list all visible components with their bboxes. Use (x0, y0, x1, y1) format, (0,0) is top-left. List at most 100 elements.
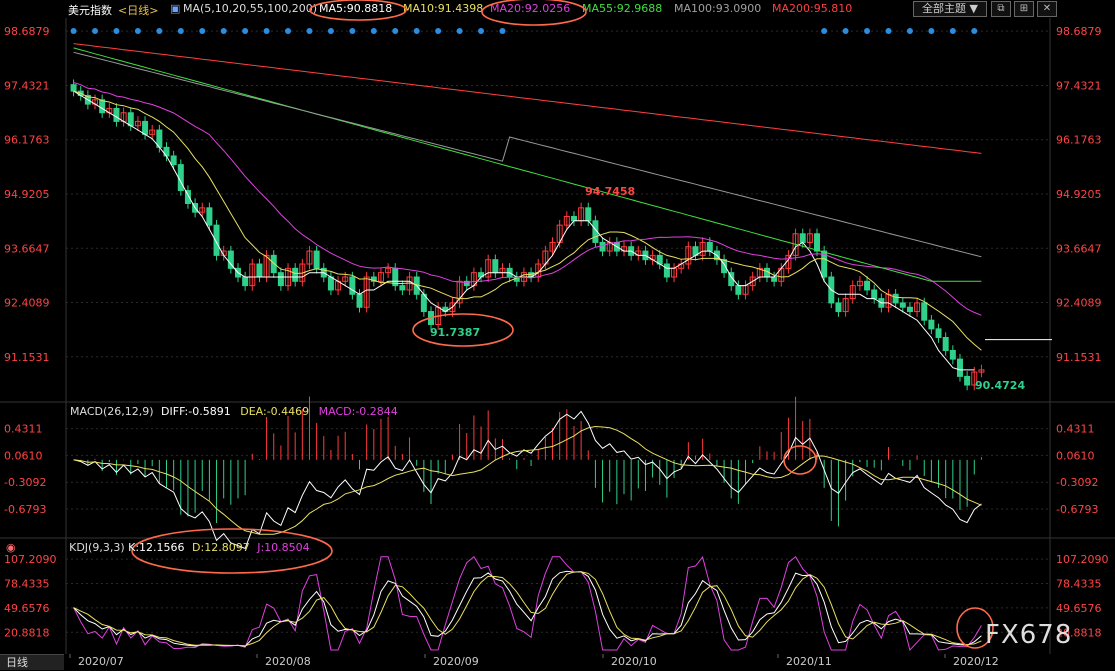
period-label[interactable]: <日线> (118, 4, 159, 17)
signal-dot (906, 28, 913, 34)
price-tick-label-right: 92.4089 (1056, 297, 1102, 310)
price-tick-label-right: 91.1531 (1056, 351, 1102, 364)
candle-body (277, 272, 284, 287)
macd-panel (66, 396, 1050, 550)
kdj-header: ◉ KDJ(9,3,3) K:12.1566 D:12.8097 J:10.85… (6, 541, 310, 554)
signal-dot (864, 28, 871, 34)
candle-body (70, 84, 77, 92)
candle-body (327, 276, 334, 291)
signal-dot (413, 28, 420, 34)
watermark-logo: FX678 (985, 620, 1073, 650)
macd-tick-label-right: -0.6793 (1056, 503, 1098, 516)
restore-icon[interactable]: ⧉ (991, 1, 1011, 17)
ma200-line (73, 43, 982, 154)
candle-body (914, 302, 921, 313)
x-tick-label: 2020/12 (953, 655, 999, 668)
signal-dot (456, 28, 463, 34)
candle-body (206, 207, 213, 226)
candle-body (127, 112, 134, 127)
signal-dot (842, 28, 849, 34)
candle-body (227, 250, 234, 269)
kdj-tick-label-right: 49.6576 (1056, 602, 1102, 615)
candle-body (184, 190, 191, 205)
kdj-tick-label-left: 107.2090 (4, 553, 57, 566)
candle-body (363, 276, 370, 308)
candle-body (942, 336, 949, 351)
x-tick-label: 2020/07 (78, 655, 124, 668)
macd-tick-label-left: -0.3092 (4, 476, 46, 489)
candle-body (492, 259, 499, 274)
price-tick-label-left: 96.1763 (4, 134, 50, 147)
signal-dot (821, 28, 828, 34)
signal-dot (392, 28, 399, 34)
ma20-line (73, 82, 982, 316)
signal-dot (928, 28, 935, 34)
draw-tool-icon[interactable]: ⊞ (1014, 1, 1034, 17)
candle-body (892, 293, 899, 304)
candle-body (785, 254, 792, 269)
macd-dea: DEA:-0.4469 (240, 405, 310, 418)
tab-daily[interactable]: 日线 (0, 654, 64, 670)
candle-body (706, 241, 713, 252)
candle-body (256, 263, 263, 278)
candle-body (449, 302, 456, 313)
close-icon[interactable]: ✕ (1037, 1, 1057, 17)
kdj-tick-label-right: 78.4335 (1056, 577, 1102, 590)
candle-body (170, 155, 177, 166)
kdj-params: KDJ(9,3,3) (69, 541, 125, 554)
signal-dot (113, 28, 120, 34)
ma20-value: MA20:92.0256 (490, 2, 571, 15)
signal-dot (156, 28, 163, 34)
kdj-tick-label-right: 107.2090 (1056, 553, 1109, 566)
kdj-settings-icon[interactable]: ◉ (6, 541, 16, 554)
kdj-d: D:12.8097 (192, 541, 250, 554)
theme-dropdown[interactable]: 全部主题 ▼ (913, 1, 987, 17)
macd-dea-line (73, 425, 982, 535)
candle-body (134, 120, 141, 127)
kdj-tick-label-right: 20.8818 (1056, 626, 1102, 639)
signal-dot (478, 28, 485, 34)
candle-body (249, 263, 256, 287)
candle-body (149, 129, 156, 135)
signal-dot (199, 28, 206, 34)
macd-diff: DIFF:-0.5891 (161, 405, 231, 418)
price-tick-label-left: 94.9205 (4, 188, 50, 201)
candle-body (163, 146, 170, 157)
candle-body (585, 207, 592, 222)
kdj-k: K:12.1566 (128, 541, 185, 554)
ma5-value: MA5:90.8818 (319, 2, 393, 15)
candle-body (313, 250, 320, 269)
signal-dot (499, 28, 506, 34)
kdj-panel (66, 555, 1050, 652)
theme-label: 全部主题 (922, 2, 967, 15)
candle-body (270, 254, 277, 274)
chevron-down-icon: ▼ (969, 2, 978, 15)
price-tick-label-left: 91.1531 (4, 351, 50, 364)
price-tick-label-left: 93.6647 (4, 242, 50, 255)
ma-params: MA(5,10,20,55,100,200) (183, 2, 318, 15)
ma-config-icon[interactable]: ▣ (170, 2, 181, 15)
macd-tick-label-right: 0.4311 (1056, 423, 1095, 436)
candle-body (906, 306, 913, 313)
candle-body (370, 276, 377, 282)
signal-dot (306, 28, 313, 34)
candle-body (356, 293, 363, 308)
price-tick-label-left: 92.4089 (4, 297, 50, 310)
signal-dot (971, 28, 978, 34)
signal-dot (242, 28, 249, 34)
candle-body (663, 263, 670, 278)
symbol-name: 美元指数 (68, 4, 112, 17)
signal-dot (70, 28, 77, 34)
kdj-d-line (73, 571, 982, 647)
candle-body (864, 280, 871, 291)
candle-body (99, 99, 106, 114)
candle-body (306, 250, 313, 265)
candle-body (463, 280, 470, 287)
candle-body (485, 259, 492, 278)
candle-body (749, 276, 756, 287)
candle-body (799, 233, 806, 243)
high-price-label: 94.7458 (585, 185, 635, 198)
price-tick-label-left: 97.4321 (4, 79, 50, 92)
kdj-tick-label-left: 20.8818 (4, 626, 50, 639)
candle-body (349, 276, 356, 295)
